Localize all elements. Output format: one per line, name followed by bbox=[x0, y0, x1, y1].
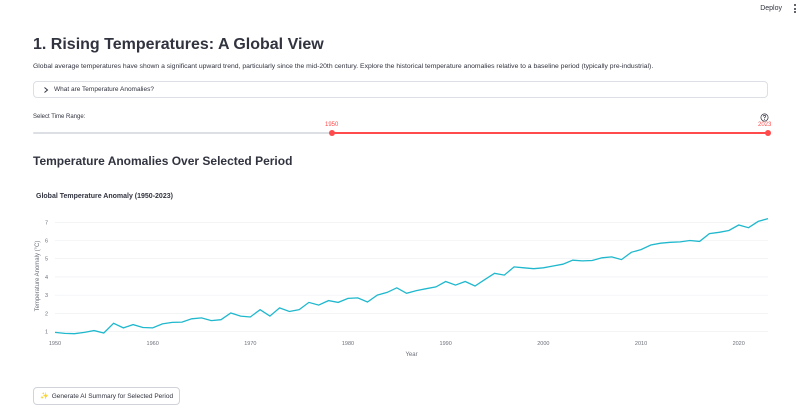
y-tick-label: 2 bbox=[45, 311, 48, 317]
slider-end-handle[interactable] bbox=[765, 130, 771, 136]
x-tick-label: 1960 bbox=[147, 341, 159, 347]
ai-button-label: Generate AI Summary for Selected Period bbox=[51, 392, 174, 400]
section-title: Temperature Anomalies Over Selected Peri… bbox=[33, 154, 293, 168]
slider-selected-range[interactable] bbox=[332, 132, 768, 134]
page-title: 1. Rising Temperatures: A Global View bbox=[33, 36, 324, 53]
temperature-anomalies-expander[interactable]: What are Temperature Anomalies? bbox=[33, 81, 768, 98]
y-tick-label: 1 bbox=[45, 330, 48, 336]
slider-start-value: 1950 bbox=[325, 122, 339, 128]
y-tick-label: 4 bbox=[45, 275, 48, 281]
y-tick-label: 3 bbox=[45, 293, 48, 299]
x-tick-label: 1990 bbox=[440, 341, 452, 347]
temperature-anomaly-chart: Global Temperature Anomaly (1950-2023) 1… bbox=[0, 185, 806, 360]
help-icon[interactable] bbox=[760, 113, 769, 122]
slider-start-handle[interactable] bbox=[329, 130, 335, 136]
time-range-label: Select Time Range: bbox=[33, 114, 86, 120]
y-tick-label: 7 bbox=[45, 220, 48, 226]
intro-text: Global average temperatures have shown a… bbox=[33, 63, 654, 70]
series-line bbox=[54, 217, 769, 335]
x-tick-label: 2020 bbox=[733, 341, 745, 347]
y-axis-label: Temperature Anomaly (°C) bbox=[35, 241, 41, 312]
x-tick-label: 1970 bbox=[244, 341, 256, 347]
deploy-button[interactable]: Deploy bbox=[760, 5, 782, 12]
top-bar: Deploy bbox=[0, 0, 806, 20]
x-tick-label: 2000 bbox=[537, 341, 549, 347]
main-menu-icon[interactable] bbox=[793, 4, 797, 14]
chart-title: Global Temperature Anomaly (1950-2023) bbox=[36, 193, 173, 200]
x-tick-label: 2010 bbox=[635, 341, 647, 347]
x-axis-label: Year bbox=[405, 352, 417, 358]
slider-end-value: 2023 bbox=[758, 122, 772, 128]
sparkle-icon: ✨ bbox=[40, 393, 49, 400]
chart-canvas: Global Temperature Anomaly (1950-2023) 1… bbox=[35, 193, 769, 358]
generate-ai-summary-button[interactable]: ✨ Generate AI Summary for Selected Perio… bbox=[33, 387, 181, 405]
y-tick-label: 6 bbox=[45, 238, 48, 244]
chevron-right-icon bbox=[44, 87, 49, 93]
x-tick-label: 1980 bbox=[342, 341, 354, 347]
y-tick-label: 5 bbox=[45, 257, 48, 263]
x-tick-label: 1950 bbox=[49, 341, 61, 347]
expander-label: What are Temperature Anomalies? bbox=[54, 86, 154, 93]
